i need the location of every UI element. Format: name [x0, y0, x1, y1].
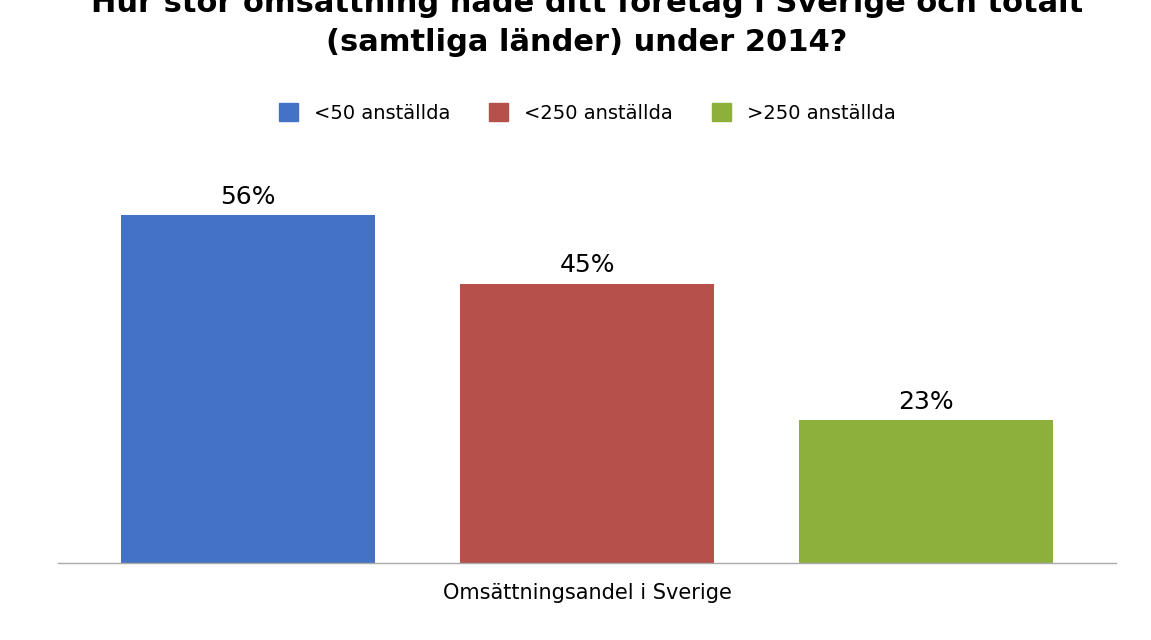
Bar [799, 420, 1053, 563]
Legend: <50 anställda, <250 anställda, >250 anställda: <50 anställda, <250 anställda, >250 anst… [269, 93, 905, 132]
X-axis label: Omsättningsandel i Sverige: Omsättningsandel i Sverige [443, 582, 731, 603]
Bar [121, 215, 375, 563]
Bar [460, 284, 714, 563]
Text: 45%: 45% [559, 253, 615, 278]
Text: 56%: 56% [220, 185, 276, 209]
Text: 23%: 23% [898, 390, 954, 414]
Title: Hur stor omsättning hade ditt företag i Sverige och totalt
(samtliga länder) und: Hur stor omsättning hade ditt företag i … [91, 0, 1083, 56]
